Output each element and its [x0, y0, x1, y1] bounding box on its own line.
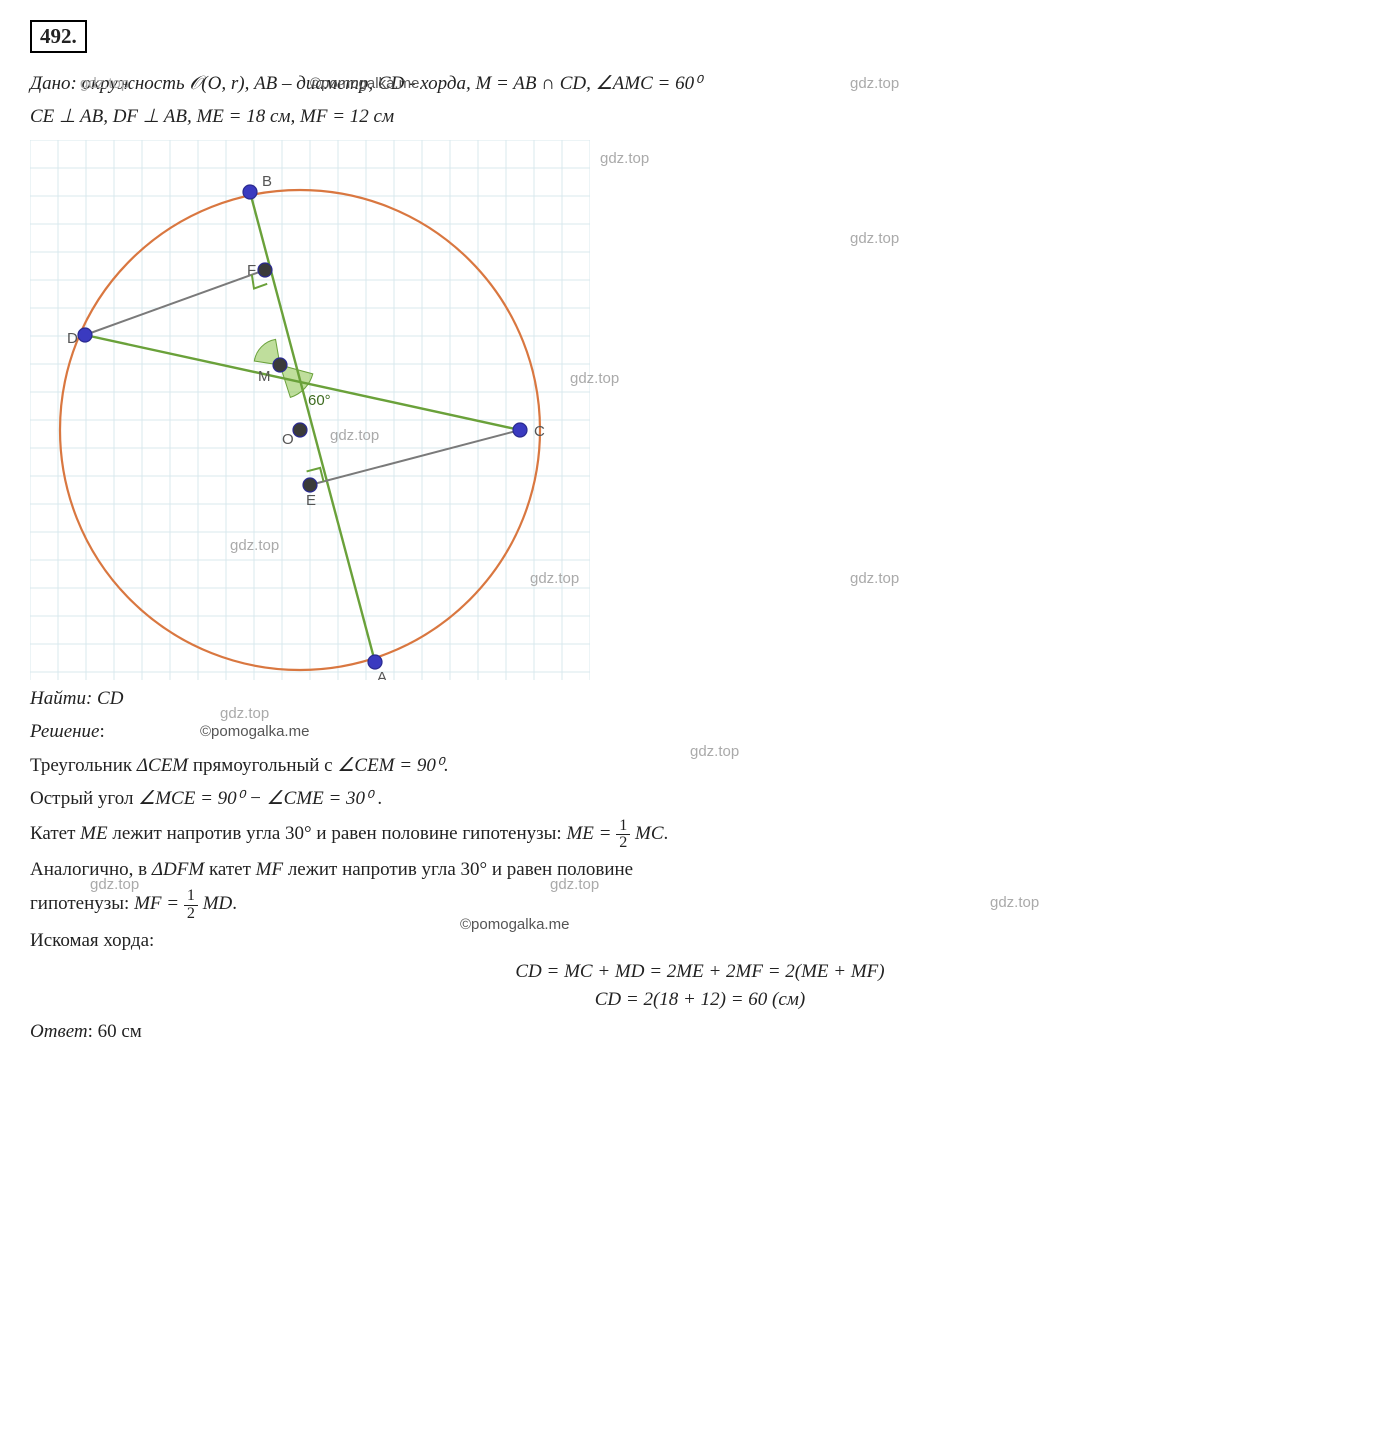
find-label: Найти — [30, 688, 86, 709]
watermark-gdz: gdz.top — [80, 75, 129, 92]
fraction-half: 12 — [184, 888, 198, 921]
watermark-pom: ©pomogalka.me — [310, 75, 419, 92]
solution-line-4: Аналогично, в ΔDFM катет MF лежит напрот… — [30, 855, 1370, 884]
solution-colon: : — [100, 721, 105, 742]
svg-text:E: E — [306, 492, 316, 509]
watermark-gdz: gdz.top — [600, 150, 649, 167]
equation-1: CD = MC + MD = 2ME + 2MF = 2(ME + MF) — [30, 961, 1370, 983]
find-text: : CD — [86, 688, 123, 709]
watermark-gdz: gdz.top — [530, 570, 579, 587]
svg-text:gdz.top: gdz.top — [230, 537, 279, 554]
watermark-gdz: gdz.top — [90, 876, 139, 893]
svg-text:C: C — [534, 423, 545, 440]
solution-line-3: Катет ME лежит напротив угла 30° и равен… — [30, 818, 1370, 851]
watermark-gdz: gdz.top — [850, 230, 899, 247]
problem-number: 492. — [30, 20, 87, 53]
fraction-half: 12 — [616, 818, 630, 851]
equation-2: CD = 2(18 + 12) = 60 (см) — [30, 989, 1370, 1011]
given-line-1: Дано: окружность 𝒪(O, r), AB – диаметр, … — [30, 69, 1370, 98]
answer-line: Ответ: 60 см — [30, 1017, 1370, 1046]
svg-text:gdz.top: gdz.top — [330, 427, 379, 444]
svg-text:A: A — [377, 669, 387, 680]
svg-text:M: M — [258, 368, 271, 385]
svg-text:60°: 60° — [308, 392, 331, 409]
solution-label: Решение — [30, 721, 100, 742]
given-label: Дано — [30, 73, 71, 94]
solution-header-row: gdz.top ©pomogalka.me Решение: gdz.top — [30, 717, 1370, 746]
solution-line-5-wrap: gdz.top gdz.top gdz.top гипотенузы: MF =… — [30, 888, 1370, 921]
solution-line-6: Искомая хорда: — [30, 926, 1370, 955]
watermark-gdz: gdz.top — [850, 570, 899, 587]
answer-text: : 60 см — [88, 1021, 142, 1042]
svg-text:D: D — [67, 330, 78, 347]
svg-text:O: O — [282, 431, 294, 448]
svg-text:B: B — [262, 173, 272, 190]
answer-label: Ответ — [30, 1021, 88, 1042]
watermark-pom: ©pomogalka.me — [460, 916, 569, 933]
solution-line-2: Острый угол ∠MCE = 90⁰ − ∠CME = 30⁰ . — [30, 784, 1370, 813]
problem-number-box: 492. — [30, 20, 1370, 65]
watermark-gdz: gdz.top — [990, 894, 1039, 911]
watermark-gdz: gdz.top — [690, 743, 739, 760]
watermark-gdz: gdz.top — [220, 705, 269, 722]
given-line-2: CE ⊥ AB, DF ⊥ AB, ME = 18 см, MF = 12 см — [30, 102, 1370, 131]
watermark-gdz: gdz.top — [550, 876, 599, 893]
solution-line-5: гипотенузы: MF = 12 MD. — [30, 888, 1370, 921]
page-container: 492. gdz.top ©pomogalka.me gdz.top Дано:… — [30, 20, 1370, 1047]
svg-text:F: F — [247, 262, 256, 279]
diagram-wrap: gdz.top gdz.top gdz.top gdz.top gdz.top … — [30, 140, 1370, 680]
watermark-gdz: gdz.top — [570, 370, 619, 387]
watermark-gdz: gdz.top — [850, 75, 899, 92]
watermark-pom: ©pomogalka.me — [200, 723, 309, 740]
geometry-diagram: 60° gdz.top gdz.top B F D M O C E A — [30, 140, 590, 680]
